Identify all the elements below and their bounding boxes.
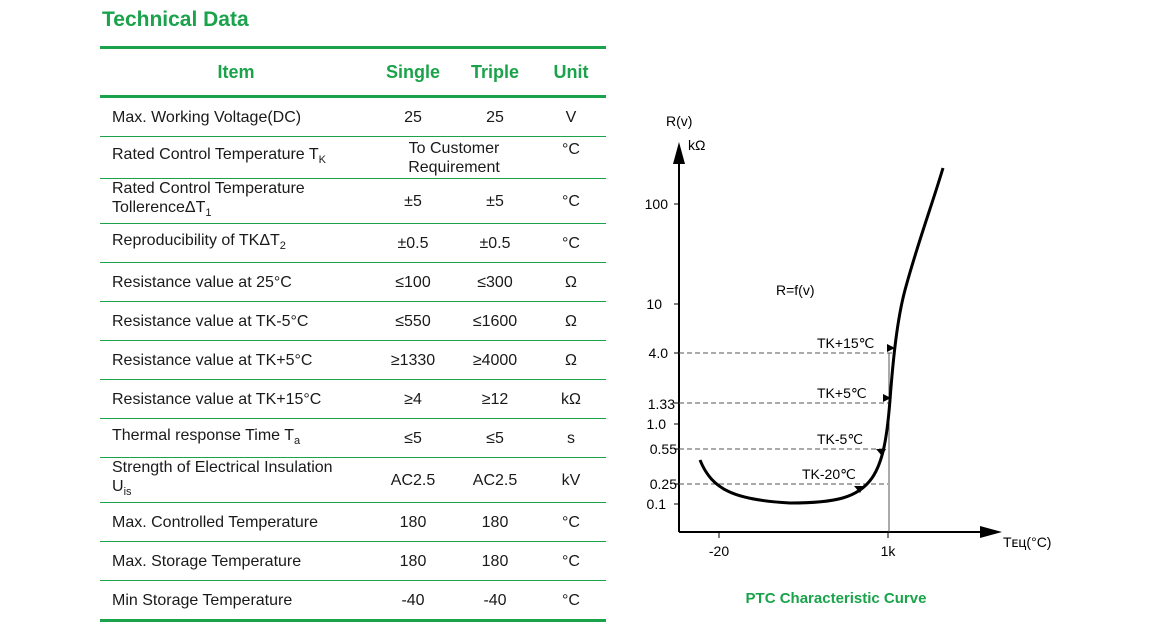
y-tick-label: 4.0 bbox=[649, 345, 669, 361]
row-label: Max. Controlled Temperature bbox=[100, 502, 372, 543]
triple-value: AC2.5 bbox=[454, 457, 536, 504]
marker-label: TK-20℃ bbox=[802, 466, 856, 482]
row-label: Resistance value at TK+5°C bbox=[100, 340, 372, 381]
single-value: 25 bbox=[372, 96, 454, 137]
column-header-unit: Unit bbox=[536, 46, 606, 98]
single-value: ≤5 bbox=[372, 418, 454, 459]
triple-value: 180 bbox=[454, 541, 536, 582]
marker-arrow-icon bbox=[887, 344, 895, 352]
unit-value: °C bbox=[536, 541, 606, 582]
y-tick-label: 100 bbox=[645, 196, 669, 212]
triple-value: ≤300 bbox=[454, 262, 536, 303]
row-label: Resistance value at TK-5°C bbox=[100, 301, 372, 342]
single-value: -40 bbox=[372, 580, 454, 623]
marker-arrow-icon bbox=[854, 486, 864, 493]
table-row: Resistance value at 25°C ≤100 ≤300 Ω bbox=[100, 262, 606, 303]
y-tick-group: 100 10 4.0 1.33 1.0 0.55 0.25 0.1 bbox=[645, 196, 679, 512]
unit-value: Ω bbox=[536, 262, 606, 303]
table-row: Reproducibility of TKΔT2 ±0.5 ±0.5 °C bbox=[100, 223, 606, 264]
row-label: Max. Storage Temperature bbox=[100, 541, 372, 582]
row-label: Max. Working Voltage(DC) bbox=[100, 96, 372, 137]
single-value: ±0.5 bbox=[372, 223, 454, 264]
x-tick-label: -20 bbox=[709, 543, 729, 559]
table-row: Resistance value at TK+5°C ≥1330 ≥4000 Ω bbox=[100, 340, 606, 381]
x-tick-label: 1k bbox=[881, 543, 897, 559]
chart-caption: PTC Characteristic Curve bbox=[745, 590, 927, 607]
unit-value: °C bbox=[536, 502, 606, 543]
row-label: Min Storage Temperature bbox=[100, 580, 372, 623]
single-value: ±5 bbox=[372, 178, 454, 225]
triple-value: ≥12 bbox=[454, 379, 536, 420]
unit-value: s bbox=[536, 418, 606, 459]
marker-arrow-icon bbox=[883, 394, 891, 402]
triple-value: 25 bbox=[454, 96, 536, 137]
row-label: Thermal response Time Ta bbox=[100, 418, 372, 459]
unit-value: °C bbox=[536, 178, 606, 225]
triple-value: ±5 bbox=[454, 178, 536, 225]
technical-data-table: Item Single Triple Unit Max. Working Vol… bbox=[100, 46, 606, 623]
single-value: ≤550 bbox=[372, 301, 454, 342]
single-value: 180 bbox=[372, 541, 454, 582]
table-row: Resistance value at TK-5°C ≤550 ≤1600 Ω bbox=[100, 301, 606, 342]
table-row: Min Storage Temperature -40 -40 °C bbox=[100, 580, 606, 623]
unit-value: V bbox=[536, 96, 606, 137]
single-value: 180 bbox=[372, 502, 454, 543]
x-axis-arrow-icon bbox=[980, 526, 1002, 538]
triple-value: 180 bbox=[454, 502, 536, 543]
single-value: AC2.5 bbox=[372, 457, 454, 504]
row-label: Resistance value at TK+15°C bbox=[100, 379, 372, 420]
column-header-triple: Triple bbox=[454, 46, 536, 98]
formula-annotation: R=f(v) bbox=[776, 282, 815, 298]
triple-value: ≥4000 bbox=[454, 340, 536, 381]
row-label: Resistance value at 25°C bbox=[100, 262, 372, 303]
marker-label: TK-5℃ bbox=[817, 431, 863, 447]
unit-value: °C bbox=[536, 580, 606, 623]
table-row: Strength of Electrical Insulation Uis AC2… bbox=[100, 457, 606, 504]
table-row: Max. Storage Temperature 180 180 °C bbox=[100, 541, 606, 582]
table-row: Rated Control Temperature TollerenceΔT1 ±… bbox=[100, 178, 606, 225]
triple-value: ≤1600 bbox=[454, 301, 536, 342]
y-tick-label: 0.1 bbox=[647, 496, 667, 512]
table-row: Resistance value at TK+15°C ≥4 ≥12 kΩ bbox=[100, 379, 606, 420]
row-label: Reproducibility of TKΔT2 bbox=[100, 223, 372, 264]
y-tick-label: 0.25 bbox=[650, 476, 677, 492]
y-axis-label: R(v) bbox=[666, 113, 692, 129]
row-label: Strength of Electrical Insulation Uis bbox=[100, 457, 372, 504]
table-row: Thermal response Time Ta ≤5 ≤5 s bbox=[100, 418, 606, 459]
y-axis-unit: kΩ bbox=[688, 137, 705, 153]
marker-label: TK+5℃ bbox=[817, 385, 867, 401]
merged-value: To Customer Requirement bbox=[372, 136, 536, 179]
unit-value: Ω bbox=[536, 340, 606, 381]
table-row: Max. Working Voltage(DC) 25 25 V bbox=[100, 96, 606, 137]
row-label: Rated Control Temperature TollerenceΔT1 bbox=[100, 178, 372, 225]
table-header-row: Item Single Triple Unit bbox=[100, 46, 606, 98]
single-value: ≤100 bbox=[372, 262, 454, 303]
y-tick-label: 10 bbox=[646, 296, 662, 312]
column-header-single: Single bbox=[372, 46, 454, 98]
y-tick-label: 1.33 bbox=[648, 396, 675, 412]
column-header-item: Item bbox=[100, 46, 372, 98]
unit-value: Ω bbox=[536, 301, 606, 342]
y-tick-label: 0.55 bbox=[650, 441, 677, 457]
y-axis-arrow-icon bbox=[673, 142, 685, 164]
triple-value: ≤5 bbox=[454, 418, 536, 459]
page-title: Technical Data bbox=[102, 8, 249, 31]
table-row: Max. Controlled Temperature 180 180 °C bbox=[100, 502, 606, 543]
triple-value: -40 bbox=[454, 580, 536, 623]
x-axis-label: Tᴇц(°C) bbox=[1003, 534, 1051, 550]
table-row: Rated Control Temperature TK To Customer… bbox=[100, 136, 606, 179]
unit-value: °C bbox=[536, 223, 606, 264]
unit-value: °C bbox=[536, 136, 606, 179]
y-tick-label: 1.0 bbox=[647, 416, 667, 432]
marker-label: TK+15℃ bbox=[817, 335, 874, 351]
triple-value: ±0.5 bbox=[454, 223, 536, 264]
single-value: ≥4 bbox=[372, 379, 454, 420]
row-label: Rated Control Temperature TK bbox=[100, 136, 372, 179]
ptc-curve-line bbox=[698, 167, 945, 505]
unit-value: kV bbox=[536, 457, 606, 504]
ptc-characteristic-chart: R(v) kΩ Tᴇц(°C) R=f(v) 100 10 4.0 1.33 1… bbox=[645, 113, 1052, 559]
marker-arrow-icon bbox=[876, 449, 886, 456]
unit-value: kΩ bbox=[536, 379, 606, 420]
single-value: ≥1330 bbox=[372, 340, 454, 381]
